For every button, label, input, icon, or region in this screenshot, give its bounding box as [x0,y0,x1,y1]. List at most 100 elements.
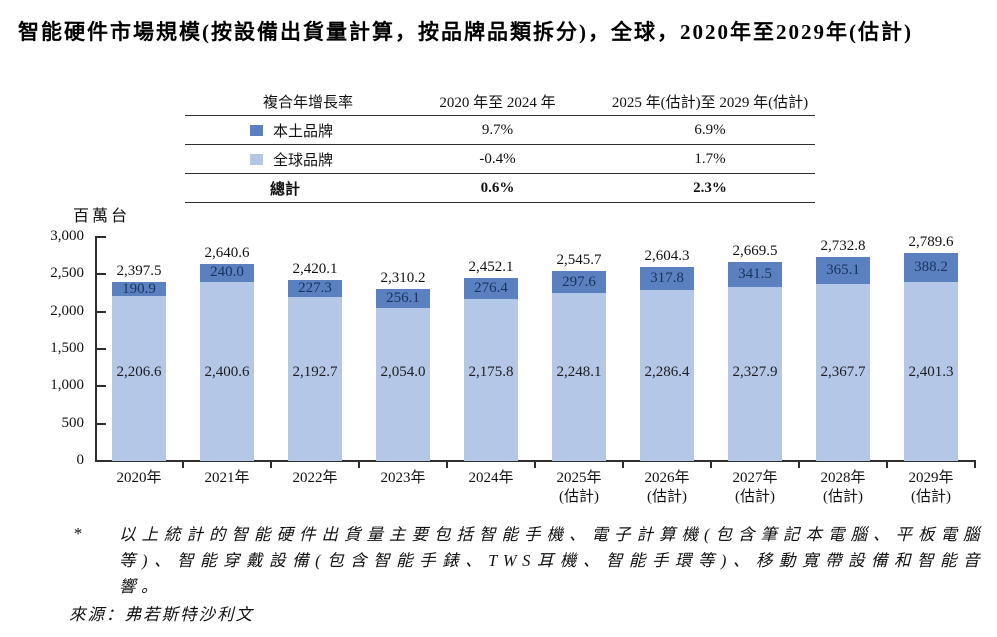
y-axis-tick-label: 1,000 [50,377,84,394]
bar-local-value-label: 227.3 [298,280,332,297]
bar-global-value-label: 2,248.1 [556,364,602,380]
x-axis-category-label: 2021年 [204,470,250,486]
bar-segment-global-brand [816,284,870,461]
y-axis-unit-label: 百萬台 [73,208,131,225]
cagr-header-label: 複合年增長率 [263,95,354,111]
bar-segment-local-brand [816,256,870,285]
bar-local-value-label: 276.4 [474,279,508,296]
bar-local-value-label: 317.8 [650,269,684,286]
bar-global-value-label: 2,175.8 [468,364,514,380]
bar-total-label: 2,545.7 [556,251,602,268]
local-brand-label: 本土品牌 [273,123,334,140]
x-axis-category-label: 2027年 (估計) [711,469,799,507]
y-axis-tick-label: 0 [76,452,85,468]
bar-segment-local-brand [904,252,958,282]
cagr-row-local-brand: 本土品牌 9.7% 6.9% [185,116,815,145]
x-axis-tick [446,462,448,468]
bar-segment-global-brand [288,297,342,461]
cagr-header-period-2025-2029: 2025 年(估計)至 2029 年(估計) [611,95,809,111]
x-axis-line [95,460,976,462]
bar-total-label: 2,452.1 [468,258,514,275]
y-axis-tick [97,273,106,276]
bar-local-value-label: 341.5 [738,265,772,282]
bar-segment-local-brand [640,266,694,291]
cagr-table: 複合年增長率 2020 年至 2024 年 2025 年(估計)至 2029 年… [185,88,815,203]
x-axis-category-label: 2022年 [292,470,338,486]
bar-segment-global-brand [728,287,782,461]
x-axis-tick [974,462,976,468]
y-axis-tick [97,348,106,350]
bar-local-value-label: 388.2 [914,258,948,275]
source-line: 來源：弗若斯特沙利文 [69,605,254,624]
bar-segment-global-brand [904,281,958,461]
y-axis-tick [97,236,106,238]
x-axis-tick [182,462,184,468]
global-brand-legend-swatch [250,153,263,165]
bar-total-label: 2,789.6 [908,233,954,250]
x-axis-category-sublabel: (估計) [559,489,599,505]
bar-segment-local-brand [376,288,430,308]
bar-total-label: 2,397.5 [116,262,162,279]
bar-global-value-label: 2,206.6 [116,364,162,380]
x-axis-tick [622,462,624,468]
x-axis-tick [886,462,888,468]
bar-global-value-label: 2,401.3 [908,364,954,380]
bar-segment-global-brand [552,293,606,461]
y-axis-tick-label: 500 [61,414,85,431]
y-axis-tick-label: 2,000 [50,302,84,319]
bar-segment-local-brand [728,261,782,288]
cagr-row-total: 總計 0.6% 2.3% [185,174,815,203]
x-axis-category-sublabel: (估計) [647,489,687,505]
bar-segment-global-brand [200,281,254,461]
total-cagr-2020-2024: 0.6% [480,179,515,196]
y-axis-line [95,236,97,461]
chart-title: 智能硬件市場規模(按設備出貨量計算，按品牌品類拆分)，全球，2020年至2029… [18,20,913,44]
total-cagr-2025-2029: 2.3% [693,179,727,196]
bar-segment-global-brand [112,296,166,461]
x-axis-category-label: 2025年 (估計) [535,469,623,507]
bar-global-value-label: 2,286.4 [644,364,690,380]
bar-total-label: 2,310.2 [380,269,426,286]
bar-total-label: 2,732.8 [820,237,866,254]
bar-local-value-label: 240.0 [210,264,244,281]
x-axis-tick [710,462,712,468]
bar-local-value-label: 297.6 [562,273,596,290]
bar-segment-global-brand [376,307,430,461]
bar-segment-local-brand [288,280,342,298]
bar-segment-local-brand [552,270,606,294]
bar-global-value-label: 2,327.9 [732,364,778,380]
global-brand-cagr-2025-2029: 1.7% [694,150,726,167]
bar-local-value-label: 256.1 [386,289,420,306]
local-brand-cagr-2025-2029: 6.9% [694,121,726,138]
x-axis-category-label: 2020年 [116,470,162,486]
x-axis-category-label: 2028年 (估計) [799,469,887,507]
y-axis-tick-label: 1,500 [50,340,84,356]
footnote-marker: * [73,524,82,543]
y-axis-tick-label: 2,500 [50,265,84,282]
total-label: 總計 [270,181,301,198]
bar-total-label: 2,669.5 [732,242,778,259]
x-axis-category-sublabel: (估計) [735,489,775,505]
x-axis-category-label: 2023年 [380,470,426,486]
bar-local-value-label: 365.1 [826,262,860,279]
x-axis-tick [534,462,536,468]
global-brand-label: 全球品牌 [273,152,334,169]
cagr-row-global-brand: 全球品牌 -0.4% 1.7% [185,145,815,174]
bar-global-value-label: 2,054.0 [380,364,426,380]
x-axis-category-sublabel: (估計) [823,489,863,505]
bar-segment-global-brand [640,290,694,461]
x-axis-tick [358,462,360,468]
x-axis-category-sublabel: (估計) [911,489,951,505]
bar-segment-local-brand [112,281,166,297]
bar-global-value-label: 2,400.6 [204,364,250,380]
bar-global-value-label: 2,192.7 [292,364,338,380]
cagr-table-header-row: 複合年增長率 2020 年至 2024 年 2025 年(估計)至 2029 年… [185,88,815,116]
x-axis-tick [270,462,272,468]
bar-total-label: 2,604.3 [644,247,690,264]
y-axis-tick-label: 3,000 [50,228,84,244]
bar-total-label: 2,640.6 [204,244,250,261]
bar-global-value-label: 2,367.7 [820,364,866,380]
y-axis-tick [97,422,106,425]
bar-segment-local-brand [464,277,518,299]
